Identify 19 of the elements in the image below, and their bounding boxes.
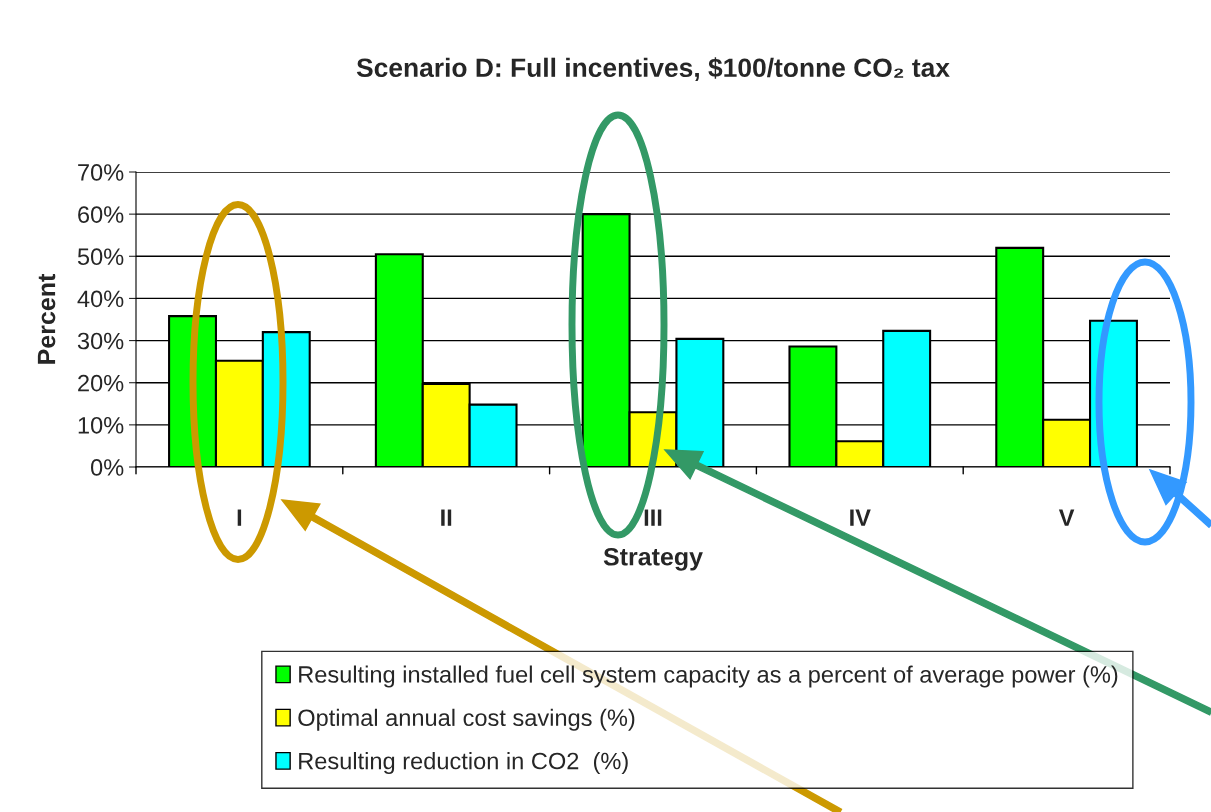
y-tick-label: 70% bbox=[78, 164, 124, 181]
chart-title: Scenario D: Full incentives, $100/tonne CO₂ tax bbox=[356, 57, 950, 81]
x-axis-title: Strategy bbox=[603, 547, 703, 571]
x-tick-label: V bbox=[1058, 509, 1075, 526]
x-tick-label: III bbox=[644, 509, 662, 526]
y-tick-label: 30% bbox=[77, 332, 124, 350]
y-tick-label: 10% bbox=[78, 416, 124, 434]
y-tick-label: 50% bbox=[77, 248, 124, 266]
x-tick-label: II bbox=[441, 509, 452, 526]
x-tick-label: I bbox=[237, 509, 242, 526]
y-tick-label: 60% bbox=[78, 206, 124, 223]
y-tick-label: 40% bbox=[77, 290, 124, 308]
y-tick-label: 20% bbox=[78, 374, 124, 392]
y-tick-label: 0% bbox=[90, 459, 124, 476]
legend-label: Optimal annual cost savings (%) bbox=[298, 708, 635, 731]
legend-label: Resulting installed fuel cell system capacity as a percent of average power (%) bbox=[299, 665, 1118, 688]
y-axis-title: Percent bbox=[37, 273, 56, 364]
x-tick-label: IV bbox=[850, 509, 871, 526]
legend-label: Resulting reduction in CO2 (%) bbox=[299, 752, 628, 775]
